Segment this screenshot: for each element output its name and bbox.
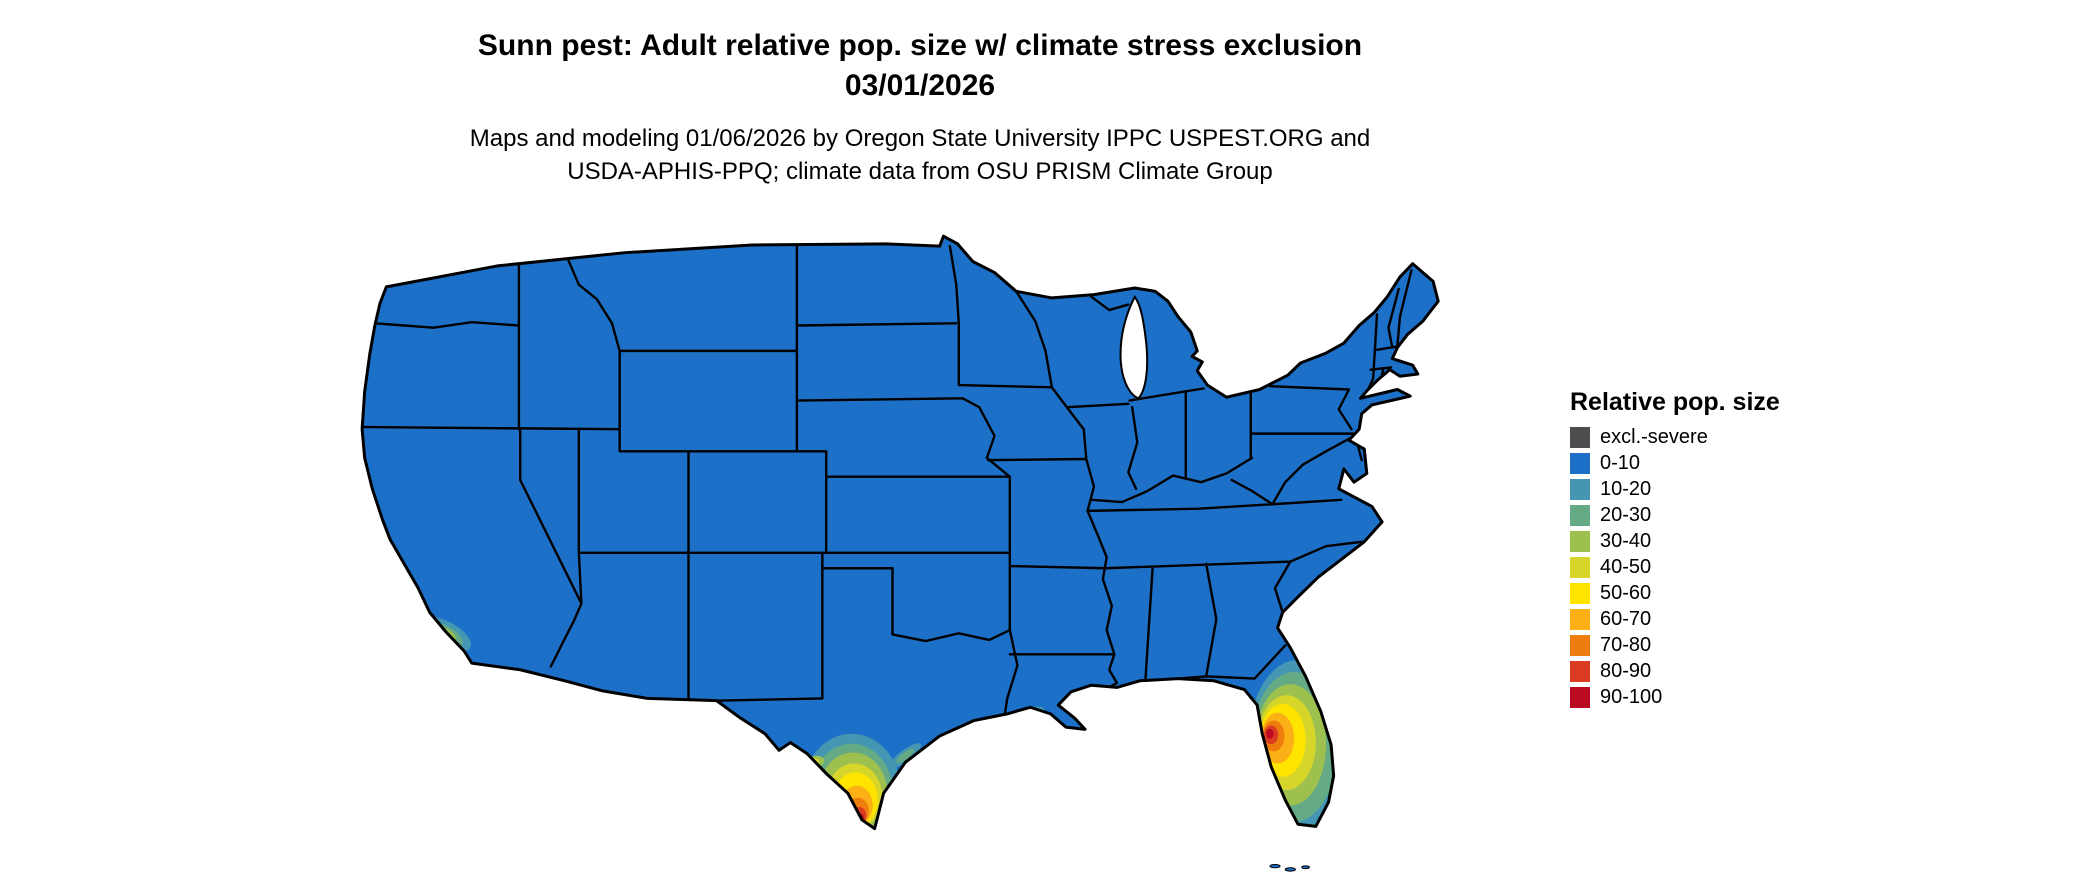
legend-label: 40-50 (1600, 556, 1652, 578)
legend-item: 80-90 (1570, 661, 1780, 682)
us-landmass (362, 236, 1439, 829)
legend-label: excl.-severe (1600, 426, 1708, 448)
legend-swatch-10-20 (1570, 479, 1590, 500)
legend-item: 10-20 (1570, 479, 1780, 500)
legend-swatch-30-40 (1570, 531, 1590, 552)
us-outline (362, 236, 1438, 828)
map-credit-line1: Maps and modeling 01/06/2026 by Oregon S… (469, 125, 1371, 152)
us-map-svg (306, 224, 1530, 886)
florida-keys (1270, 864, 1310, 871)
texas-coast-fringe-20-30 (896, 748, 915, 763)
florida-hotspot (1246, 659, 1349, 829)
delrio-core-60-70 (806, 761, 813, 766)
legend-swatch-0-10 (1570, 453, 1590, 474)
land-group (362, 236, 1439, 829)
legend-swatch-40-50 (1570, 557, 1590, 578)
florida-key-islet (1270, 864, 1280, 867)
legend-swatch-70-80 (1570, 635, 1590, 656)
legend-item: 0-10 (1570, 453, 1780, 474)
legend-swatch-20-30 (1570, 505, 1590, 526)
florida-key-islet (1285, 868, 1295, 871)
legend-swatch-90-100 (1570, 687, 1590, 708)
legend-label: 0-10 (1600, 452, 1641, 474)
legend-item: 30-40 (1570, 531, 1780, 552)
florida-key-islet (1302, 866, 1310, 869)
legend-label: 20-30 (1600, 504, 1652, 526)
gulf-patch2-10-20 (1078, 702, 1094, 708)
legend-label: 60-70 (1600, 608, 1652, 630)
legend-item: excl.-severe (1570, 427, 1780, 448)
legend-swatch-80-90 (1570, 661, 1590, 682)
subtitle-block: Maps and modeling 01/06/2026 by Oregon S… (0, 122, 1840, 188)
legend-label: 50-60 (1600, 582, 1652, 604)
legend-item: 20-30 (1570, 505, 1780, 526)
state-borders (363, 245, 1411, 715)
map-credit-line2: USDA-APHIS-PPQ; climate data from OSU PR… (567, 158, 1273, 185)
legend-label: 30-40 (1600, 530, 1652, 552)
lake-michigan (1121, 297, 1148, 399)
legend-label: 10-20 (1600, 478, 1652, 500)
map-title-line1: Sunn pest: Adult relative pop. size w/ c… (477, 29, 1363, 62)
legend-item: 70-80 (1570, 635, 1780, 656)
legend-item: 50-60 (1570, 583, 1780, 604)
title-block: Sunn pest: Adult relative pop. size w/ c… (0, 26, 1840, 106)
legend-swatch-50-60 (1570, 583, 1590, 604)
legend-swatch-excl-severe (1570, 427, 1590, 448)
legend-title: Relative pop. size (1570, 388, 1780, 416)
map-legend: Relative pop. size excl.-severe 0-10 10-… (1570, 388, 1780, 713)
legend-label: 90-100 (1600, 686, 1663, 708)
legend-label: 80-90 (1600, 660, 1652, 682)
map-title-date: 03/01/2026 (844, 69, 996, 102)
legend-label: 70-80 (1600, 634, 1652, 656)
legend-item: 40-50 (1570, 557, 1780, 578)
us-map (306, 224, 1530, 886)
legend-item: 90-100 (1570, 687, 1780, 708)
florida-core-90-100 (1266, 728, 1274, 739)
legend-swatch-60-70 (1570, 609, 1590, 630)
legend-item: 60-70 (1570, 609, 1780, 630)
